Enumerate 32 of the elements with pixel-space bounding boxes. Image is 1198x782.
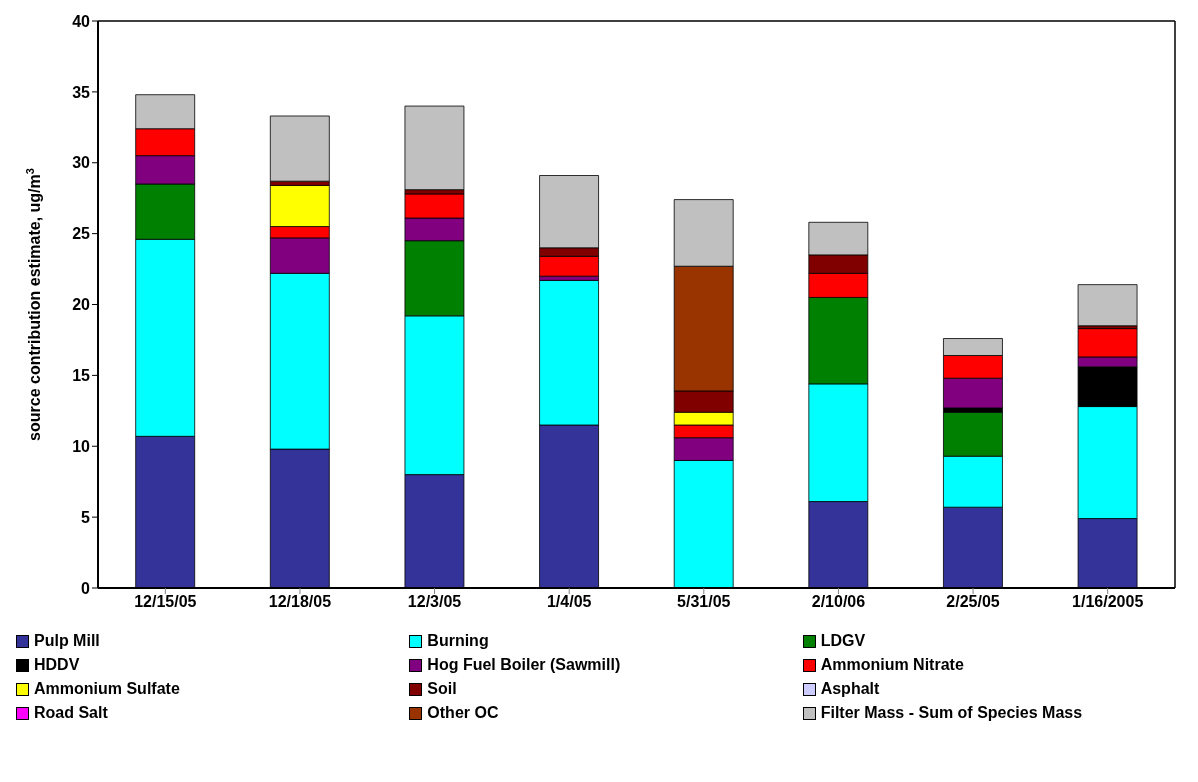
- legend-label: Other OC: [427, 704, 499, 722]
- y-tick-label: 0: [81, 579, 91, 597]
- x-tick-label: 12/3/05: [407, 593, 462, 611]
- x-tick-label: 2/10/06: [811, 593, 866, 611]
- y-tick-label: 10: [72, 437, 91, 455]
- x-tick-label: 1/16/2005: [1072, 593, 1144, 611]
- bar: [404, 105, 465, 191]
- x-tick-label: 12/15/05: [134, 593, 197, 611]
- bar: [1077, 284, 1138, 327]
- legend-label: Hog Fuel Boiler (Sawmill): [427, 656, 621, 674]
- legend-label: Soil: [427, 680, 457, 698]
- y-tick-label: 20: [72, 296, 91, 314]
- legend-label: Burning: [427, 632, 489, 650]
- legend-label: Filter Mass - Sum of Species Mass: [820, 704, 1083, 722]
- x-tick-label: 12/18/05: [268, 593, 332, 611]
- y-tick-label: 5: [81, 508, 91, 526]
- legend-label: Ammonium Nitrate: [820, 656, 964, 674]
- legend-label: LDGV: [820, 632, 866, 650]
- y-tick-label: 40: [72, 12, 91, 30]
- legend-label: Pulp Mill: [34, 632, 100, 650]
- legend-label: Ammonium Sulfate: [34, 680, 180, 698]
- y-tick-label: 15: [72, 367, 91, 385]
- x-tick-label: 5/31/05: [677, 593, 731, 611]
- bar: [269, 115, 330, 182]
- legend-label: HDDV: [34, 656, 80, 674]
- x-tick-label: 1/4/05: [546, 593, 592, 611]
- y-tick-label: 30: [72, 154, 91, 172]
- legend-label: Asphalt: [820, 680, 880, 698]
- y-tick-label: 25: [72, 225, 91, 243]
- legend-label: Road Salt: [34, 704, 108, 722]
- y-tick-label: 35: [72, 83, 91, 101]
- x-tick-label: 2/25/05: [946, 593, 1000, 611]
